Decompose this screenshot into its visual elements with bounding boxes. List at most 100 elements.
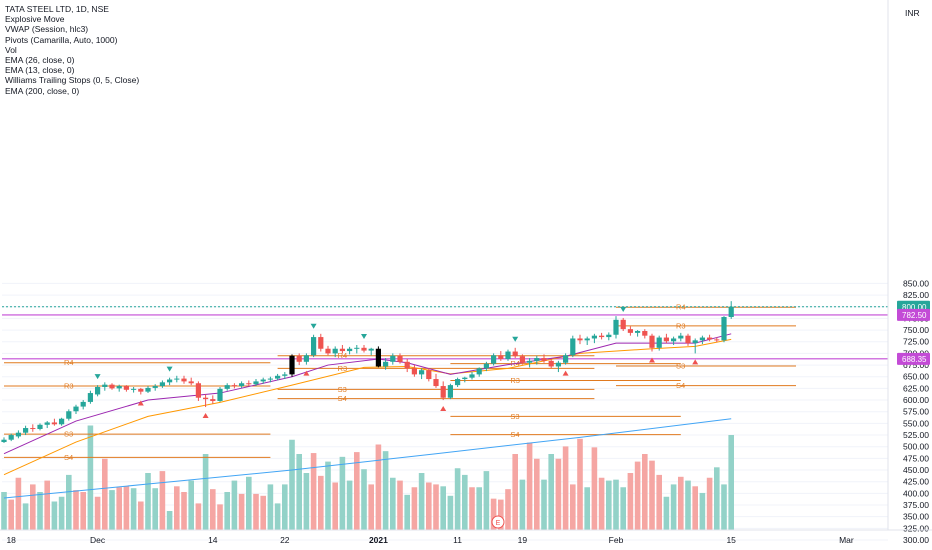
candle-body[interactable] <box>195 383 201 398</box>
candle[interactable] <box>433 373 439 388</box>
candle-body[interactable] <box>584 338 590 341</box>
candle[interactable] <box>318 333 324 352</box>
candle[interactable] <box>469 372 475 380</box>
candle[interactable] <box>339 345 345 354</box>
candle[interactable] <box>102 382 108 391</box>
candle-body[interactable] <box>627 329 633 333</box>
candle[interactable] <box>599 332 605 340</box>
candle-body[interactable] <box>383 361 389 367</box>
candle-body[interactable] <box>318 337 324 349</box>
candle-body[interactable] <box>476 368 482 375</box>
candle[interactable] <box>692 338 698 354</box>
candle-body[interactable] <box>30 428 36 430</box>
indicator-pivots[interactable]: Pivots (Camarilla, Auto, 1000) <box>5 34 118 45</box>
candle[interactable] <box>721 316 727 343</box>
candle-body[interactable] <box>411 368 417 375</box>
candle-body[interactable] <box>375 348 381 367</box>
candle[interactable] <box>325 345 331 356</box>
candle-body[interactable] <box>224 385 230 389</box>
candle-body[interactable] <box>332 348 338 354</box>
candle-body[interactable] <box>253 381 259 385</box>
candle-body[interactable] <box>419 370 425 375</box>
candle-body[interactable] <box>656 337 662 348</box>
candle-body[interactable] <box>613 319 619 335</box>
candle-body[interactable] <box>728 306 734 318</box>
candle-body[interactable] <box>282 374 288 376</box>
candle[interactable] <box>260 377 266 384</box>
candle-body[interactable] <box>462 377 468 380</box>
candle-body[interactable] <box>483 363 489 369</box>
candle[interactable] <box>246 380 252 387</box>
candle-body[interactable] <box>447 385 453 398</box>
candle[interactable] <box>347 346 353 355</box>
candle-body[interactable] <box>678 335 684 339</box>
candle-body[interactable] <box>303 355 309 362</box>
candle-body[interactable] <box>152 386 158 388</box>
candle[interactable] <box>570 335 576 358</box>
candle[interactable] <box>699 335 705 345</box>
candle-body[interactable] <box>642 331 648 336</box>
candle-body[interactable] <box>66 411 72 419</box>
candle[interactable] <box>59 417 65 426</box>
candle[interactable] <box>203 394 209 408</box>
candle[interactable] <box>426 368 432 382</box>
candle-body[interactable] <box>325 348 331 354</box>
candle-body[interactable] <box>707 337 713 340</box>
candle-body[interactable] <box>123 386 129 390</box>
candle-body[interactable] <box>534 358 540 361</box>
candle[interactable] <box>678 332 684 342</box>
candle-body[interactable] <box>397 355 403 362</box>
candle-body[interactable] <box>440 386 446 398</box>
candle-body[interactable] <box>498 355 504 359</box>
candle[interactable] <box>239 381 245 388</box>
candle-body[interactable] <box>541 358 547 361</box>
symbol-title[interactable]: TATA STEEL LTD, 1D, NSE <box>5 4 109 14</box>
candle-body[interactable] <box>563 355 569 363</box>
indicator-williams-stops[interactable]: Williams Trailing Stops (0, 5, Close) <box>5 75 140 86</box>
candle-body[interactable] <box>721 317 727 341</box>
candle[interactable] <box>311 334 317 358</box>
candle-body[interactable] <box>577 338 583 341</box>
candle-body[interactable] <box>512 351 518 357</box>
candle-body[interactable] <box>491 355 497 364</box>
candle-body[interactable] <box>73 406 79 412</box>
candle-body[interactable] <box>433 379 439 387</box>
candle[interactable] <box>109 383 115 390</box>
candle-body[interactable] <box>87 393 93 402</box>
candle[interactable] <box>591 333 597 344</box>
candle[interactable] <box>728 301 734 319</box>
candle[interactable] <box>527 358 533 368</box>
candle[interactable] <box>289 354 295 377</box>
candle[interactable] <box>253 379 259 387</box>
indicator-volume[interactable]: Vol <box>5 44 17 55</box>
candle[interactable] <box>397 353 403 364</box>
candle[interactable] <box>419 368 425 380</box>
candle-body[interactable] <box>181 378 187 382</box>
candle[interactable] <box>282 372 288 380</box>
candle[interactable] <box>519 354 525 365</box>
candle-body[interactable] <box>390 355 396 362</box>
candle-body[interactable] <box>620 319 626 330</box>
candle[interactable] <box>80 400 86 410</box>
candle-body[interactable] <box>116 386 122 389</box>
candle-body[interactable] <box>217 388 223 401</box>
candle[interactable] <box>447 383 453 400</box>
candle[interactable] <box>275 373 281 381</box>
candle[interactable] <box>656 335 662 351</box>
candle[interactable] <box>73 404 79 415</box>
candle-body[interactable] <box>426 370 432 380</box>
candle[interactable] <box>66 409 72 421</box>
earnings-marker[interactable]: E <box>491 515 505 529</box>
candle[interactable] <box>231 383 237 389</box>
candle-body[interactable] <box>339 348 345 352</box>
candle-body[interactable] <box>505 351 511 359</box>
candle[interactable] <box>390 353 396 365</box>
candle-body[interactable] <box>469 374 475 378</box>
candle[interactable] <box>584 336 590 346</box>
candle[interactable] <box>87 390 93 404</box>
candle[interactable] <box>152 384 158 391</box>
indicator-ema13[interactable]: EMA (13, close, 0) <box>5 65 75 76</box>
candle-body[interactable] <box>275 375 281 379</box>
candle-body[interactable] <box>570 338 576 356</box>
candle[interactable] <box>563 353 569 365</box>
